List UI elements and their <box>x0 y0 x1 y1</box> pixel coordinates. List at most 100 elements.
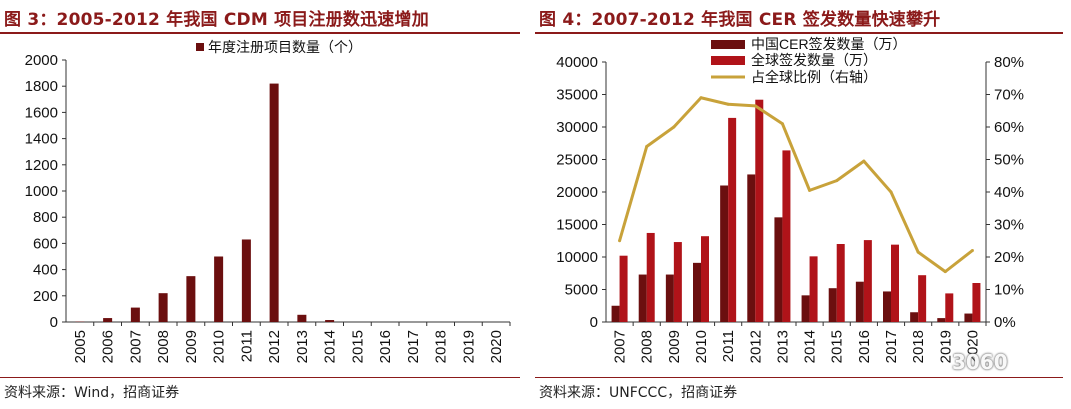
bar-2007 <box>130 307 140 322</box>
y-tick-label: 1200 <box>25 157 58 174</box>
bar-chart-left: 0 200 400 600 800 1000 1200 1400 1600 1800 2000 200… <box>25 39 511 363</box>
bar-2010 <box>214 256 224 322</box>
chart-title-right: 图 4：2007-2012 年我国 CER 签发数量快速攀升 <box>539 10 941 30</box>
legend-label: 年度注册项目数量（个） <box>208 39 362 55</box>
line-point-2011 <box>726 102 730 106</box>
bar-global-2013 <box>782 150 791 322</box>
y2-tick-label: 0% <box>994 314 1016 331</box>
y2-tick-label: 80% <box>994 54 1024 71</box>
y-tick-label: 1000 <box>25 183 58 200</box>
y-tick-label: 0 <box>50 314 58 331</box>
watermark-text: 3060 <box>952 350 1008 374</box>
x-tick-label: 2019 <box>937 330 954 363</box>
y-tick-label: 30000 <box>556 119 598 136</box>
chart-panel-right: 图 4：2007-2012 年我国 CER 签发数量快速攀升 0 5000 1000… <box>535 0 1071 409</box>
bar-global-2012 <box>755 99 764 322</box>
x-tick-label: 2011 <box>238 330 255 362</box>
x-tick-label: 2008 <box>639 330 656 363</box>
x-tick-label: 2019 <box>460 330 477 363</box>
x-tick-label: 2011 <box>720 330 737 362</box>
x-tick-label: 2009 <box>666 330 683 363</box>
bar-2012 <box>269 83 279 322</box>
y2-tick-label: 10% <box>994 282 1024 299</box>
source-note-right: 资料来源：UNFCCC，招商证券 <box>539 385 738 401</box>
x-tick-label: 2013 <box>774 330 791 363</box>
legend-label-global: 全球签发数量（万） <box>751 52 877 68</box>
legend-label-share: 占全球比例（右轴） <box>751 69 877 85</box>
y2-tick-label: 50% <box>994 152 1024 169</box>
y-tick-label: 40000 <box>556 54 598 71</box>
bar-global-2018 <box>918 275 927 322</box>
y2-tick-label: 40% <box>994 184 1024 201</box>
x-tick-label: 2010 <box>693 330 710 363</box>
bar-china-2010 <box>693 262 701 322</box>
y-tick-label: 25000 <box>556 152 598 169</box>
line-point-2016 <box>862 159 866 163</box>
line-point-2012 <box>753 104 757 108</box>
line-point-2017 <box>889 190 893 194</box>
line-point-2007 <box>618 239 622 243</box>
line-share-of-global <box>618 96 974 274</box>
legend-swatch-china <box>711 40 745 49</box>
y-tick-label: 10000 <box>556 249 598 266</box>
bar-global-2009 <box>673 242 682 322</box>
bar-global-2017 <box>891 244 899 322</box>
y-tick-label: 800 <box>33 209 58 226</box>
y-tick-label: 1600 <box>25 104 58 121</box>
legend-swatch <box>196 43 204 51</box>
bar-china-2018 <box>910 312 919 322</box>
x-tick-label: 2010 <box>211 330 228 363</box>
bar-global-2016 <box>863 240 872 322</box>
legend-label-china: 中国CER签发数量（万） <box>751 36 907 52</box>
bar-china-2020 <box>964 313 973 322</box>
y-tick-label: 1800 <box>25 78 58 95</box>
legend-swatch-global <box>711 56 745 65</box>
bar-2009 <box>186 276 196 322</box>
line-point-2009 <box>672 125 676 129</box>
combo-chart-right: 0 5000 10000 15000 20000 25000 30000 35000 40000… <box>556 36 1024 363</box>
y-tick-label: 400 <box>33 262 58 279</box>
x-tick-label: 2017 <box>883 330 900 363</box>
y-tick-label: 5000 <box>565 282 598 299</box>
x-tick-label: 2018 <box>910 330 927 363</box>
bar-global-2011 <box>728 117 737 323</box>
x-tick-label: 2006 <box>100 330 117 363</box>
line-point-2018 <box>916 250 920 254</box>
x-tick-label: 2018 <box>433 330 450 363</box>
line-point-2015 <box>835 179 839 183</box>
y2-tick-label: 20% <box>994 249 1024 266</box>
bar-global-2019 <box>945 293 954 322</box>
bar-china-2017 <box>883 291 891 322</box>
line-point-2010 <box>699 96 703 100</box>
bar-global-2020 <box>972 283 981 322</box>
x-tick-label: 2009 <box>183 330 200 363</box>
bar-global-2008 <box>646 232 655 322</box>
bar-2014 <box>325 320 335 322</box>
x-tick-label: 2008 <box>155 330 172 363</box>
y-tick-label: 0 <box>590 314 598 331</box>
bar-china-2008 <box>638 274 647 322</box>
y-tick-label: 600 <box>33 235 58 252</box>
x-tick-label: 2014 <box>322 330 339 363</box>
bar-china-2015 <box>828 288 837 322</box>
x-tick-label: 2016 <box>856 330 873 363</box>
y-tick-label: 20000 <box>556 184 598 201</box>
source-note-left: 资料来源：Wind，招商证券 <box>4 385 180 401</box>
y2-tick-label: 30% <box>994 217 1024 234</box>
line-point-2020 <box>970 249 974 252</box>
title-rule-right <box>535 32 1063 34</box>
line-point-2013 <box>780 122 784 126</box>
chart-title-left: 图 3：2005-2012 年我国 CDM 项目注册数迅速增加 <box>4 10 429 30</box>
x-tick-label: 2007 <box>127 330 144 363</box>
x-tick-label: 2016 <box>377 330 394 363</box>
title-rule-left <box>0 32 520 34</box>
bar-2006 <box>103 318 113 322</box>
source-rule-left <box>0 377 520 378</box>
bar-china-2009 <box>665 274 674 322</box>
bar-china-2012 <box>747 174 756 322</box>
bar-china-2014 <box>801 295 810 322</box>
y-tick-label: 1400 <box>25 131 58 148</box>
line-point-2008 <box>645 145 649 148</box>
line-point-2019 <box>943 270 947 274</box>
source-rule-right <box>535 377 1063 378</box>
